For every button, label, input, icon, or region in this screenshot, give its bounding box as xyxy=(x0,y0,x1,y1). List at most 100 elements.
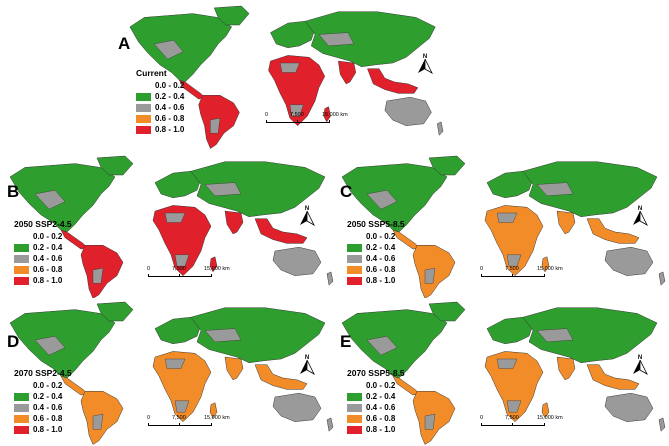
world-map xyxy=(9,155,334,298)
scale-bar-tick xyxy=(512,423,513,426)
region-af xyxy=(152,205,212,277)
north-arrow-b: N xyxy=(297,204,317,231)
region-patch xyxy=(318,32,355,47)
north-arrow-right xyxy=(306,210,315,227)
legend-range-label: 0.4 - 0.6 xyxy=(366,254,396,263)
legend-range-label: 0.8 - 1.0 xyxy=(366,276,396,285)
legend-row: 0.0 - 0.2 xyxy=(347,380,405,391)
legend-range-label: 0.6 - 0.8 xyxy=(155,114,185,123)
region-gl xyxy=(428,301,466,322)
legend-swatch xyxy=(14,425,29,434)
legend-range-label: 0.0 - 0.2 xyxy=(33,232,63,241)
region-patch xyxy=(496,358,518,369)
region-eu xyxy=(270,20,316,49)
north-arrow-e: N xyxy=(630,353,650,380)
scale-bar-line xyxy=(481,274,545,277)
world-map xyxy=(341,301,666,445)
legend-range-label: 0.0 - 0.2 xyxy=(155,81,185,90)
legend-swatch xyxy=(14,403,29,412)
region-na xyxy=(341,163,448,233)
scale-bar-label: 15,000 km xyxy=(204,266,230,272)
scale-bar-line xyxy=(481,423,545,426)
region-gl xyxy=(96,155,134,176)
legend-range-label: 0.6 - 0.8 xyxy=(366,414,396,423)
region-au xyxy=(272,392,322,422)
legend-c: 2050 SSP5-8.5 0.0 - 0.2 0.2 - 0.4 0.4 - 0.… xyxy=(347,219,405,286)
legend-title-a: Current xyxy=(136,68,167,78)
scale-bar-label: 7,500 xyxy=(505,415,519,421)
legend-title-c: 2050 SSP5-8.5 xyxy=(347,219,405,229)
legend-row: 0.8 - 1.0 xyxy=(14,275,72,286)
legend-row: 0.2 - 0.4 xyxy=(14,391,72,402)
legend-title-e: 2070 SSP5-8.5 xyxy=(347,368,405,378)
region-nz xyxy=(326,271,334,286)
region-in xyxy=(556,210,576,235)
scale-bar-label: 7,500 xyxy=(172,415,186,421)
region-nz xyxy=(658,271,666,286)
scale-bar-line xyxy=(148,423,212,426)
legend-row: 0.6 - 0.8 xyxy=(347,264,405,275)
north-label: N xyxy=(423,54,427,60)
region-as xyxy=(190,161,326,218)
world-map xyxy=(9,301,334,445)
scale-bar-label: 0 xyxy=(147,415,151,421)
region-mg xyxy=(209,402,218,419)
north-label: N xyxy=(638,206,642,212)
legend-swatch xyxy=(347,414,362,423)
region-eu xyxy=(154,170,202,199)
region-au xyxy=(604,246,654,276)
north-arrow-icon: N xyxy=(418,54,433,75)
scale-bar-line xyxy=(266,120,330,123)
legend-range-label: 0.4 - 0.6 xyxy=(33,254,63,263)
region-patch xyxy=(34,189,66,210)
world-map xyxy=(129,5,444,149)
region-af xyxy=(268,55,326,127)
legend-swatch xyxy=(347,381,362,390)
legend-row: 0.4 - 0.6 xyxy=(14,253,72,264)
region-patch xyxy=(366,189,398,210)
legend-a: Current 0.0 - 0.2 0.2 - 0.4 0.4 - 0.6 0.6 -… xyxy=(136,68,184,135)
scale-bar-label: 0 xyxy=(480,415,484,421)
legend-range-label: 0.4 - 0.6 xyxy=(33,403,63,412)
panel-label-e: E xyxy=(340,332,352,351)
legend-range-label: 0.2 - 0.4 xyxy=(33,243,63,252)
scale-bar-label: 7,500 xyxy=(172,266,186,272)
legend-swatch xyxy=(136,114,151,123)
region-patch xyxy=(174,254,190,267)
region-patch xyxy=(204,328,242,343)
region-patch xyxy=(164,358,186,369)
north-arrow-left xyxy=(633,211,640,225)
region-af xyxy=(152,351,212,423)
region-patch xyxy=(210,117,221,134)
legend-swatch xyxy=(136,103,151,112)
north-arrow-left xyxy=(633,360,640,374)
region-patch xyxy=(34,335,66,356)
scale-bar-tick xyxy=(179,274,180,277)
region-mg xyxy=(541,402,550,419)
legend-swatch xyxy=(136,92,151,101)
region-as xyxy=(190,307,326,364)
legend-row: 0.0 - 0.2 xyxy=(14,380,72,391)
north-arrow-c: N xyxy=(630,204,650,231)
region-patch xyxy=(92,267,104,284)
legend-range-label: 0.0 - 0.2 xyxy=(366,232,396,241)
region-gl xyxy=(213,5,250,26)
legend-swatch xyxy=(136,81,151,90)
scale-bar-label: 15,000 km xyxy=(322,112,348,118)
region-eu xyxy=(154,316,202,345)
region-patch xyxy=(279,62,300,73)
region-patch xyxy=(153,39,184,60)
region-nz xyxy=(326,417,334,432)
region-sea xyxy=(254,218,308,244)
region-patch xyxy=(536,182,574,197)
region-na xyxy=(129,13,232,83)
scale-bar-label: 15,000 km xyxy=(537,266,563,272)
legend-row: 0.0 - 0.2 xyxy=(14,231,72,242)
legend-range-label: 0.0 - 0.2 xyxy=(366,381,396,390)
legend-swatch xyxy=(14,392,29,401)
legend-range-label: 0.4 - 0.6 xyxy=(366,403,396,412)
region-patch xyxy=(506,400,522,413)
region-na xyxy=(9,163,116,233)
legend-row: 0.4 - 0.6 xyxy=(14,402,72,413)
legend-range-label: 0.8 - 1.0 xyxy=(366,425,396,434)
